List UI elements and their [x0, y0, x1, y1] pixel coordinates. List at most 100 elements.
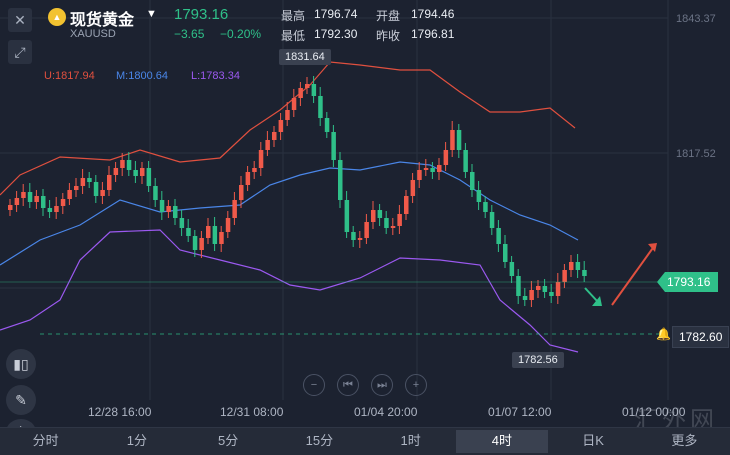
- candle-body: [166, 206, 171, 212]
- current-price: 1793.16: [174, 6, 229, 23]
- tab-1min[interactable]: 1分: [126, 433, 147, 448]
- low-value: 1792.30: [314, 27, 358, 41]
- bollinger-middle: M:1800.64: [116, 70, 168, 82]
- candle-body: [450, 130, 455, 150]
- candle-body: [443, 150, 449, 165]
- tab-5min[interactable]: 5分: [218, 433, 239, 448]
- prev-close-value: 1796.81: [411, 27, 455, 41]
- zoom-in-button[interactable]: +: [405, 374, 427, 396]
- candle-body: [437, 165, 442, 172]
- candle-body: [371, 210, 376, 222]
- candle-body: [483, 202, 488, 212]
- draw-tool-button[interactable]: ✎: [6, 385, 36, 415]
- candle-body: [100, 190, 105, 196]
- close-button[interactable]: ✕: [8, 8, 32, 32]
- candle-body: [239, 185, 244, 200]
- candle-body: [206, 226, 211, 238]
- candle-body: [357, 238, 363, 240]
- candle-body: [476, 190, 482, 202]
- candle-type-button[interactable]: ▮▯: [6, 349, 36, 379]
- candle-body: [410, 180, 416, 196]
- candle-body: [377, 210, 383, 218]
- candle-body: [318, 96, 323, 118]
- tab-fenshi[interactable]: 分时: [32, 433, 59, 448]
- candle-body: [582, 270, 587, 276]
- timeframe-tabs: 分时 1分 5分 15分 1时 4时 日K 更多: [0, 427, 730, 455]
- instrument-dropdown-icon[interactable]: ▼: [146, 8, 157, 20]
- candle-body: [47, 208, 53, 212]
- candle-body: [74, 186, 79, 190]
- candle-body: [575, 262, 581, 270]
- tab-daily[interactable]: 日K: [582, 433, 604, 448]
- candle-body: [384, 218, 389, 228]
- candle-body: [8, 205, 13, 210]
- price-change: −3.65: [174, 27, 205, 41]
- candle-body: [41, 196, 46, 208]
- candle-body: [529, 290, 534, 300]
- candle-body: [278, 120, 284, 132]
- open-value: 1794.46: [411, 7, 455, 21]
- candle-body: [430, 168, 435, 172]
- candle-body: [470, 172, 475, 190]
- candle-body: [252, 168, 257, 172]
- candle-body: [80, 178, 86, 186]
- expand-icon: ⤢: [14, 43, 26, 60]
- alert-price-tag[interactable]: 1782.60: [672, 326, 730, 348]
- candle-body: [265, 140, 270, 150]
- high-label: 最高: [281, 9, 306, 23]
- candle-body: [536, 286, 541, 290]
- expand-button[interactable]: ⤢: [8, 40, 32, 64]
- candle-body: [562, 270, 567, 282]
- candle-body: [219, 232, 224, 244]
- candle-body: [503, 244, 508, 262]
- candle-body: [324, 118, 330, 132]
- candle-body: [153, 186, 158, 200]
- candle-body: [522, 296, 528, 300]
- candle-body: [364, 222, 369, 238]
- candle-body: [404, 196, 409, 214]
- candle-body: [67, 190, 72, 199]
- scroll-forward-button[interactable]: ⏭: [371, 374, 393, 396]
- candle-body: [199, 238, 204, 250]
- candle-body: [146, 168, 152, 186]
- candle-body: [291, 98, 297, 110]
- candlestick-chart[interactable]: [0, 0, 730, 427]
- candle-body: [173, 206, 178, 218]
- candle-body: [120, 160, 125, 168]
- zoom-out-button[interactable]: −: [303, 374, 325, 396]
- candle-body: [555, 282, 561, 296]
- bollinger-middle-line: [0, 161, 579, 266]
- candle-body: [159, 200, 165, 212]
- scroll-back-button[interactable]: ⏮: [337, 374, 359, 396]
- down-arrow-head: [592, 296, 602, 306]
- candle-body: [212, 226, 218, 244]
- pencil-icon: ✎: [15, 391, 27, 408]
- open-label: 开盘: [376, 9, 401, 23]
- time-label-5: 01/12 00:00: [622, 405, 686, 419]
- candle-body: [140, 168, 145, 176]
- time-label-2: 12/31 08:00: [220, 405, 284, 419]
- low-point-label: 1782.56: [512, 352, 564, 368]
- alert-bell-icon[interactable]: 🔔: [656, 327, 671, 341]
- candle-body: [133, 170, 138, 176]
- low-label: 最低: [281, 29, 306, 43]
- prev-close-label: 昨收: [376, 29, 401, 43]
- candle-body: [107, 175, 112, 190]
- candle-body: [258, 150, 264, 168]
- instrument-name[interactable]: 现货黄金: [70, 12, 135, 29]
- tab-1hour[interactable]: 1时: [400, 433, 421, 448]
- instrument-symbol: XAUUSD: [70, 28, 116, 40]
- tab-more[interactable]: 更多: [671, 433, 698, 448]
- candle-body: [351, 232, 356, 240]
- gold-logo-icon: ▲: [48, 8, 66, 26]
- candle-body: [344, 200, 350, 232]
- candle-body: [232, 200, 237, 218]
- candle-body: [549, 292, 554, 296]
- tab-15min[interactable]: 15分: [305, 433, 334, 448]
- candle-body: [331, 132, 336, 160]
- candle-body: [113, 168, 119, 175]
- tab-4hour[interactable]: 4时: [456, 430, 548, 453]
- current-price-tag: 1793.16: [657, 272, 719, 292]
- candle-body: [27, 192, 33, 202]
- candle-body: [21, 192, 26, 198]
